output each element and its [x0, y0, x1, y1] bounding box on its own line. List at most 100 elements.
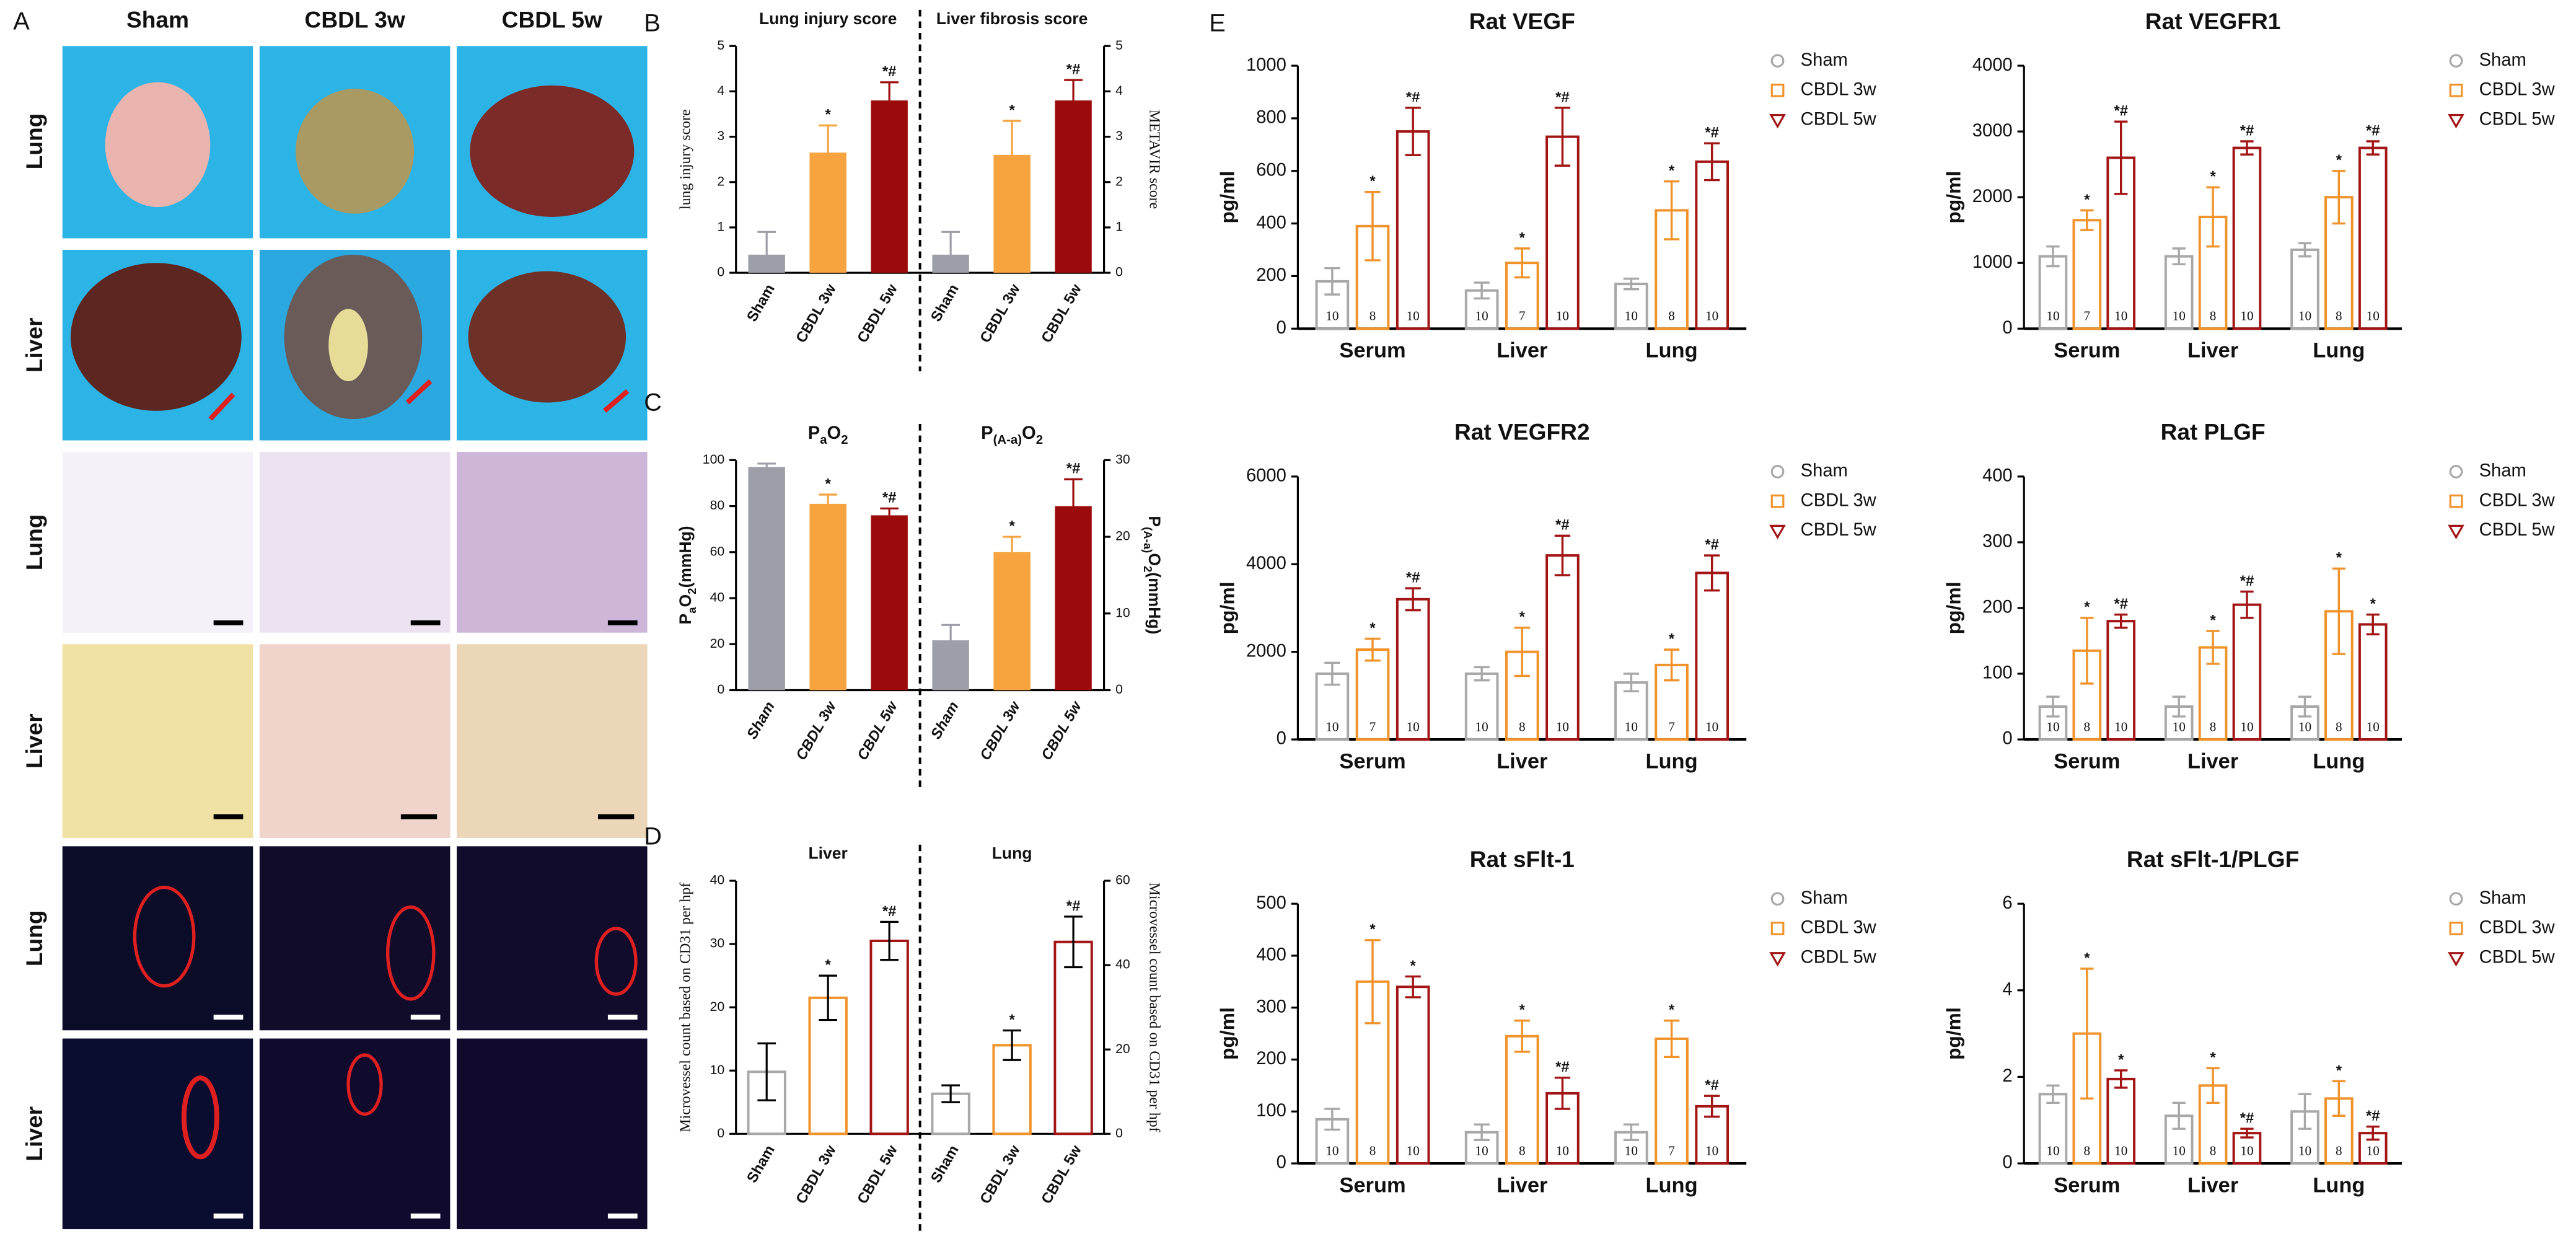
y2-axis-title: P(A-a)O2(mmHg): [1141, 516, 1164, 634]
row-header: Lung: [21, 910, 47, 966]
y-tick-label: 300: [1982, 532, 2013, 552]
error-bar: [2080, 968, 2094, 1100]
sample-size: 8: [1668, 309, 1675, 324]
chart-title: Rat PLGF: [2161, 419, 2266, 445]
y-axis-title: pg/ml: [1942, 582, 1964, 635]
error-bar: [1514, 627, 1530, 677]
error-bar: [2240, 1127, 2254, 1139]
bar: [932, 640, 969, 690]
x-tick-label: Sham: [744, 1142, 778, 1186]
organ: [328, 309, 368, 382]
legend-marker: [1770, 892, 1785, 906]
annotation: *: [2084, 192, 2090, 208]
error-bar: [2206, 186, 2220, 248]
group-title: PaO2: [808, 423, 848, 448]
y-tick-label: 4000: [1246, 553, 1286, 573]
y-tick-label: 20: [1115, 1042, 1130, 1056]
y-tick-label: 3000: [1972, 121, 2013, 141]
sample-size: 10: [1407, 1143, 1420, 1158]
legend-label: CBDL 3w: [2479, 918, 2556, 938]
legend-label: CBDL 3w: [2479, 490, 2556, 510]
y-tick-label: 40: [1115, 958, 1130, 972]
y-tick-label: 0: [2002, 318, 2012, 338]
arrow: [603, 389, 630, 413]
chart-title: Rat VEGFR2: [1454, 419, 1590, 445]
error-bar: [880, 920, 899, 961]
x-tick-label: Liver: [1497, 338, 1547, 362]
annotation: *#: [2366, 1108, 2380, 1124]
error-bar: [819, 124, 838, 153]
x-tick-label: Serum: [2054, 338, 2120, 362]
legend-label: Sham: [2479, 888, 2526, 908]
group-title: Lung injury score: [759, 9, 897, 28]
annotation: *#: [2114, 596, 2128, 612]
y-tick-label: 6000: [1246, 466, 1286, 486]
sample-size: 10: [1625, 309, 1638, 324]
sample-size: 10: [2114, 1143, 2127, 1158]
error-bar: [1365, 190, 1381, 262]
error-bar: [1623, 672, 1640, 692]
text-segment: P: [981, 423, 993, 443]
y-tick-label: 20: [710, 637, 725, 651]
panel-label: A: [13, 8, 30, 35]
sample-size: 10: [2367, 309, 2380, 324]
legend-label: Sham: [2479, 50, 2526, 70]
x-tick-label: Liver: [2187, 338, 2238, 362]
sample-size: 7: [1519, 309, 1526, 324]
error-bar: [2298, 242, 2312, 258]
x-tick-label: CBDL 3w: [793, 698, 840, 763]
y-tick-label: 4: [1115, 84, 1123, 98]
sample-size: 10: [2298, 719, 2311, 734]
sample-size: 10: [1475, 719, 1488, 734]
bar: [748, 467, 785, 690]
error-bar: [2172, 247, 2186, 266]
annotation: *: [2210, 169, 2216, 185]
legend-marker: [2449, 892, 2463, 906]
legend-marker: [2449, 83, 2463, 97]
sample-size: 7: [1369, 719, 1376, 734]
error-bar: [819, 493, 838, 504]
y-tick-label: 400: [1256, 213, 1286, 232]
annotation: *#: [1406, 570, 1420, 586]
y2-axis-title: METAVIR score: [1146, 110, 1163, 209]
legend-marker: [2448, 952, 2464, 967]
x-tick-label: CBDL 5w: [854, 1142, 901, 1207]
error-bar: [1514, 1019, 1530, 1053]
legend-label: CBDL 3w: [2479, 80, 2556, 100]
legend-label: CBDL 3w: [1801, 918, 1877, 938]
organ: [468, 271, 626, 403]
x-tick-label: CBDL 3w: [977, 281, 1024, 346]
y-tick-label: 2000: [1246, 641, 1286, 661]
row-header: Liver: [21, 713, 47, 769]
error-bar: [2240, 140, 2254, 156]
text-segment: P: [676, 614, 695, 625]
annotation: *: [1369, 173, 1376, 190]
legend-label: CBDL 5w: [1801, 947, 1877, 967]
error-bar: [1704, 142, 1720, 182]
sample-size: 10: [1556, 1143, 1569, 1158]
annotation: *: [2370, 596, 2376, 612]
y-tick-label: 2: [717, 174, 724, 188]
y-tick-label: 10: [710, 1063, 725, 1077]
error-bar: [880, 507, 899, 516]
fluorescence: [259, 846, 451, 1031]
sample-size: 8: [2210, 1143, 2217, 1158]
y-tick-label: 40: [710, 591, 725, 605]
annotation: *#: [1705, 125, 1719, 141]
x-tick-label: Liver: [2187, 749, 2238, 773]
error-bar: [1405, 107, 1421, 157]
annotation: *#: [882, 63, 897, 80]
x-tick-label: CBDL 5w: [1038, 281, 1085, 346]
legend-marker: [1770, 494, 1785, 508]
error-bar: [1554, 107, 1571, 167]
error-bar: [2114, 613, 2128, 629]
fluorescence: [259, 1038, 451, 1230]
legend-marker: [1770, 83, 1785, 97]
annotation: *: [825, 475, 832, 492]
sample-size: 8: [1519, 1143, 1526, 1158]
error-bar: [757, 1042, 776, 1101]
annotation: *: [1519, 229, 1526, 246]
error-bar: [1003, 1030, 1021, 1061]
y-tick-label: 0: [1115, 1126, 1123, 1140]
bar: [1396, 597, 1430, 741]
